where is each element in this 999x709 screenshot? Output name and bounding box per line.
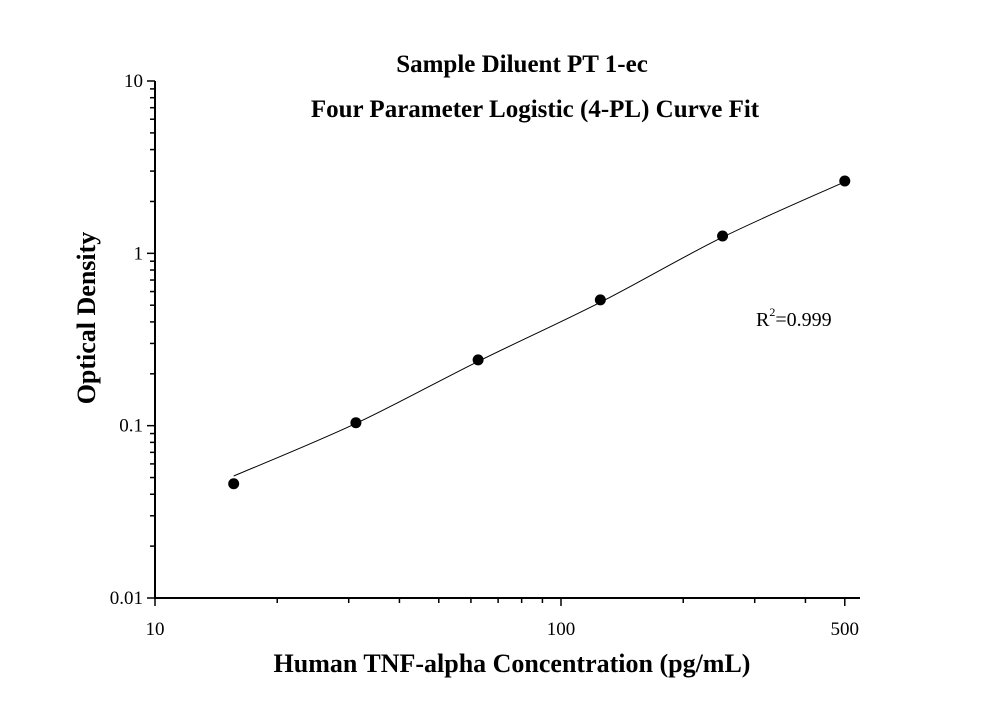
y-axis-label: Optical Density bbox=[72, 232, 101, 405]
ticks: 0.01 0.1 1 10 10 100 500 bbox=[110, 71, 859, 640]
data-point bbox=[717, 230, 729, 242]
r-squared-value: =0.999 bbox=[775, 309, 831, 331]
data-point bbox=[594, 294, 606, 306]
y-tick-label: 0.01 bbox=[110, 588, 143, 609]
y-tick-label: 1 bbox=[134, 243, 144, 264]
data-point bbox=[472, 354, 484, 366]
chart-subtitle: Four Parameter Logistic (4-PL) Curve Fit bbox=[311, 96, 760, 123]
data-point bbox=[350, 417, 362, 429]
x-tick-label: 100 bbox=[547, 619, 576, 640]
data-point bbox=[228, 478, 240, 490]
y-tick-label: 0.1 bbox=[119, 416, 143, 437]
x-axis-label: Human TNF-alpha Concentration (pg/mL) bbox=[274, 649, 751, 678]
data-points bbox=[228, 175, 851, 490]
data-point bbox=[839, 175, 851, 187]
fit-curve bbox=[233, 181, 845, 477]
r-squared-annotation: R2=0.999 bbox=[756, 305, 832, 331]
axes bbox=[154, 81, 860, 599]
chart-title: Sample Diluent PT 1-ec bbox=[396, 51, 648, 78]
r-squared-r: R bbox=[756, 309, 770, 331]
x-tick-label: 500 bbox=[831, 619, 860, 640]
x-tick-label: 10 bbox=[146, 619, 165, 640]
y-tick-label: 10 bbox=[124, 71, 143, 92]
r-squared-sup: 2 bbox=[769, 305, 775, 319]
